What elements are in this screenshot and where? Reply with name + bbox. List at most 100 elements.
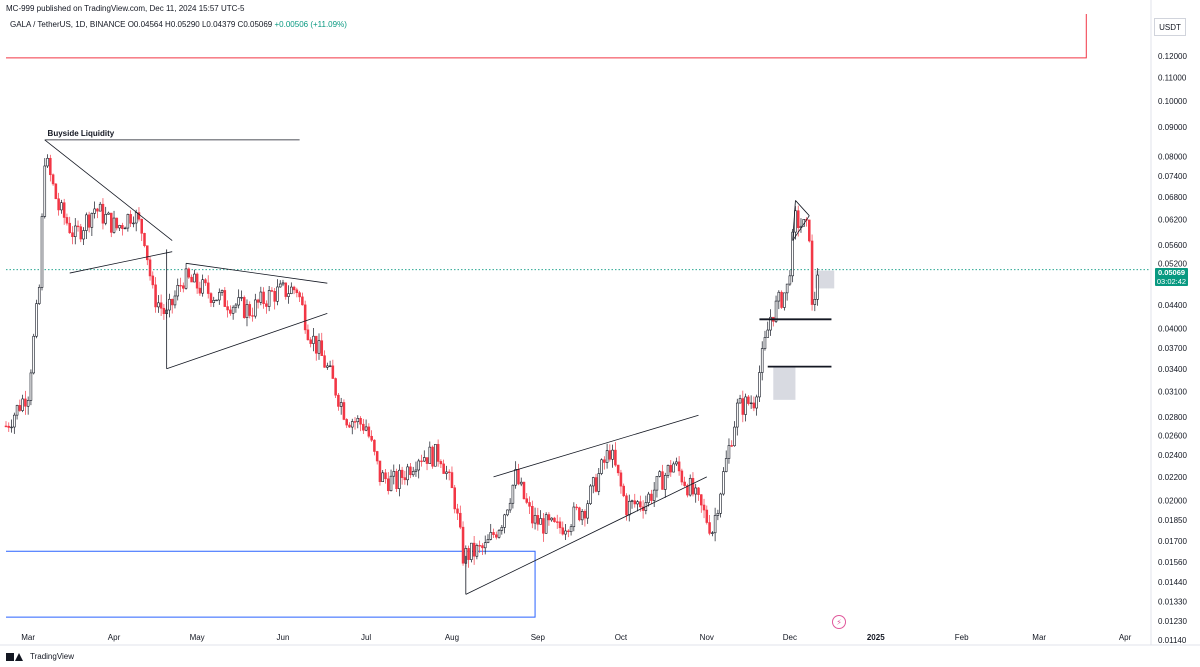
- candle-body: [722, 471, 725, 495]
- candle-body: [708, 522, 711, 534]
- candle-body: [591, 477, 595, 487]
- x-tick-label: May: [190, 633, 205, 642]
- symbol-name[interactable]: GALA / TetherUS, 1D, BINANCE: [10, 20, 126, 29]
- symbol-legend: GALA / TetherUS, 1D, BINANCE O0.04564 H0…: [10, 20, 347, 29]
- candle-body: [262, 291, 265, 305]
- candle-body: [21, 398, 24, 411]
- candle-body: [248, 304, 252, 316]
- candle-body: [603, 459, 606, 463]
- candle-body: [37, 287, 41, 304]
- candle-body: [326, 365, 329, 368]
- candle-body: [547, 514, 551, 521]
- candle-body: [414, 469, 418, 472]
- y-tick-label: 0.02200: [1158, 473, 1187, 482]
- footer-brand[interactable]: TradingView: [6, 652, 74, 661]
- candle-body: [639, 501, 642, 508]
- candle-body: [506, 509, 509, 516]
- currency-selector[interactable]: USDT: [1154, 18, 1186, 36]
- candle-body: [129, 214, 132, 224]
- candle-body: [749, 402, 753, 405]
- trendline-tri3-bot: [792, 215, 810, 241]
- candle-body: [284, 282, 288, 297]
- candle-body: [578, 507, 581, 521]
- candle-body: [389, 475, 393, 492]
- candle-body: [691, 477, 695, 495]
- candle-body: [179, 284, 182, 287]
- y-tick-label: 0.01700: [1158, 537, 1187, 546]
- candle-body: [522, 481, 526, 500]
- candle-body: [589, 485, 592, 504]
- candle-body: [392, 471, 396, 477]
- candle-body: [93, 208, 96, 214]
- candle-body: [788, 275, 792, 285]
- lightning-icon[interactable]: ⚡: [832, 615, 846, 629]
- candle-body: [198, 287, 202, 294]
- candle-body: [425, 457, 429, 464]
- y-tick-label: 0.05600: [1158, 241, 1187, 250]
- candle-body: [483, 542, 487, 549]
- candle-body: [143, 232, 146, 247]
- candle-body: [730, 445, 734, 447]
- candle-body: [123, 227, 127, 230]
- candle-body: [478, 545, 481, 547]
- candle-body: [256, 299, 260, 303]
- candle-body: [741, 398, 745, 415]
- candle-body: [148, 259, 152, 277]
- y-tick-label: 0.08000: [1158, 152, 1187, 161]
- x-tick-label: Feb: [955, 633, 969, 642]
- candle-body: [306, 329, 310, 341]
- candle-body: [500, 527, 504, 531]
- candle-body: [575, 506, 578, 509]
- candle-body: [334, 378, 337, 396]
- trendline-tri2-top: [185, 262, 328, 284]
- candle-body: [73, 225, 77, 237]
- candle-body: [312, 335, 315, 344]
- candle-body: [182, 285, 185, 289]
- candle-body: [470, 542, 473, 560]
- candle-body: [777, 291, 781, 302]
- candle-body: [104, 214, 107, 224]
- candle-body: [774, 300, 778, 322]
- candle-body: [170, 298, 174, 306]
- candle-body: [395, 471, 398, 489]
- publisher-line: MC-999 published on TradingView.com, Dec…: [6, 4, 245, 13]
- x-tick-label: Sep: [531, 633, 546, 642]
- candle-body: [661, 471, 664, 490]
- candle-body: [190, 276, 193, 283]
- candle-body: [519, 481, 523, 485]
- candle-body: [608, 450, 612, 460]
- candle-body: [744, 396, 747, 415]
- candle-body: [403, 477, 407, 481]
- y-tick-label: 0.02000: [1158, 496, 1187, 505]
- candle-body: [57, 198, 60, 211]
- candle-body: [536, 515, 540, 525]
- candle-body: [658, 471, 661, 477]
- candle-body: [49, 157, 52, 176]
- candle-body: [447, 471, 451, 474]
- trendline-ch-bot: [465, 476, 707, 595]
- candle-body: [345, 419, 348, 426]
- candle-body: [766, 329, 770, 338]
- candle-body: [514, 469, 517, 486]
- candle-body: [373, 439, 376, 452]
- candle-body: [636, 501, 639, 505]
- candle-body: [406, 466, 409, 481]
- candle-body: [555, 521, 559, 523]
- candle-body: [647, 493, 650, 503]
- candle-body: [542, 518, 545, 534]
- candle-body: [254, 299, 257, 317]
- x-tick-label: Mar: [21, 633, 35, 642]
- candle-body: [7, 425, 11, 428]
- candle-body: [533, 515, 537, 524]
- candle-body: [278, 283, 282, 288]
- candle-body: [666, 465, 670, 476]
- candle-body: [702, 504, 706, 511]
- candle-body: [428, 446, 432, 464]
- y-tick-label: 0.01850: [1158, 516, 1187, 525]
- candle-body: [187, 268, 191, 278]
- candle-body: [650, 493, 653, 501]
- x-tick-label: Apr: [108, 633, 121, 642]
- candle-body: [544, 514, 548, 534]
